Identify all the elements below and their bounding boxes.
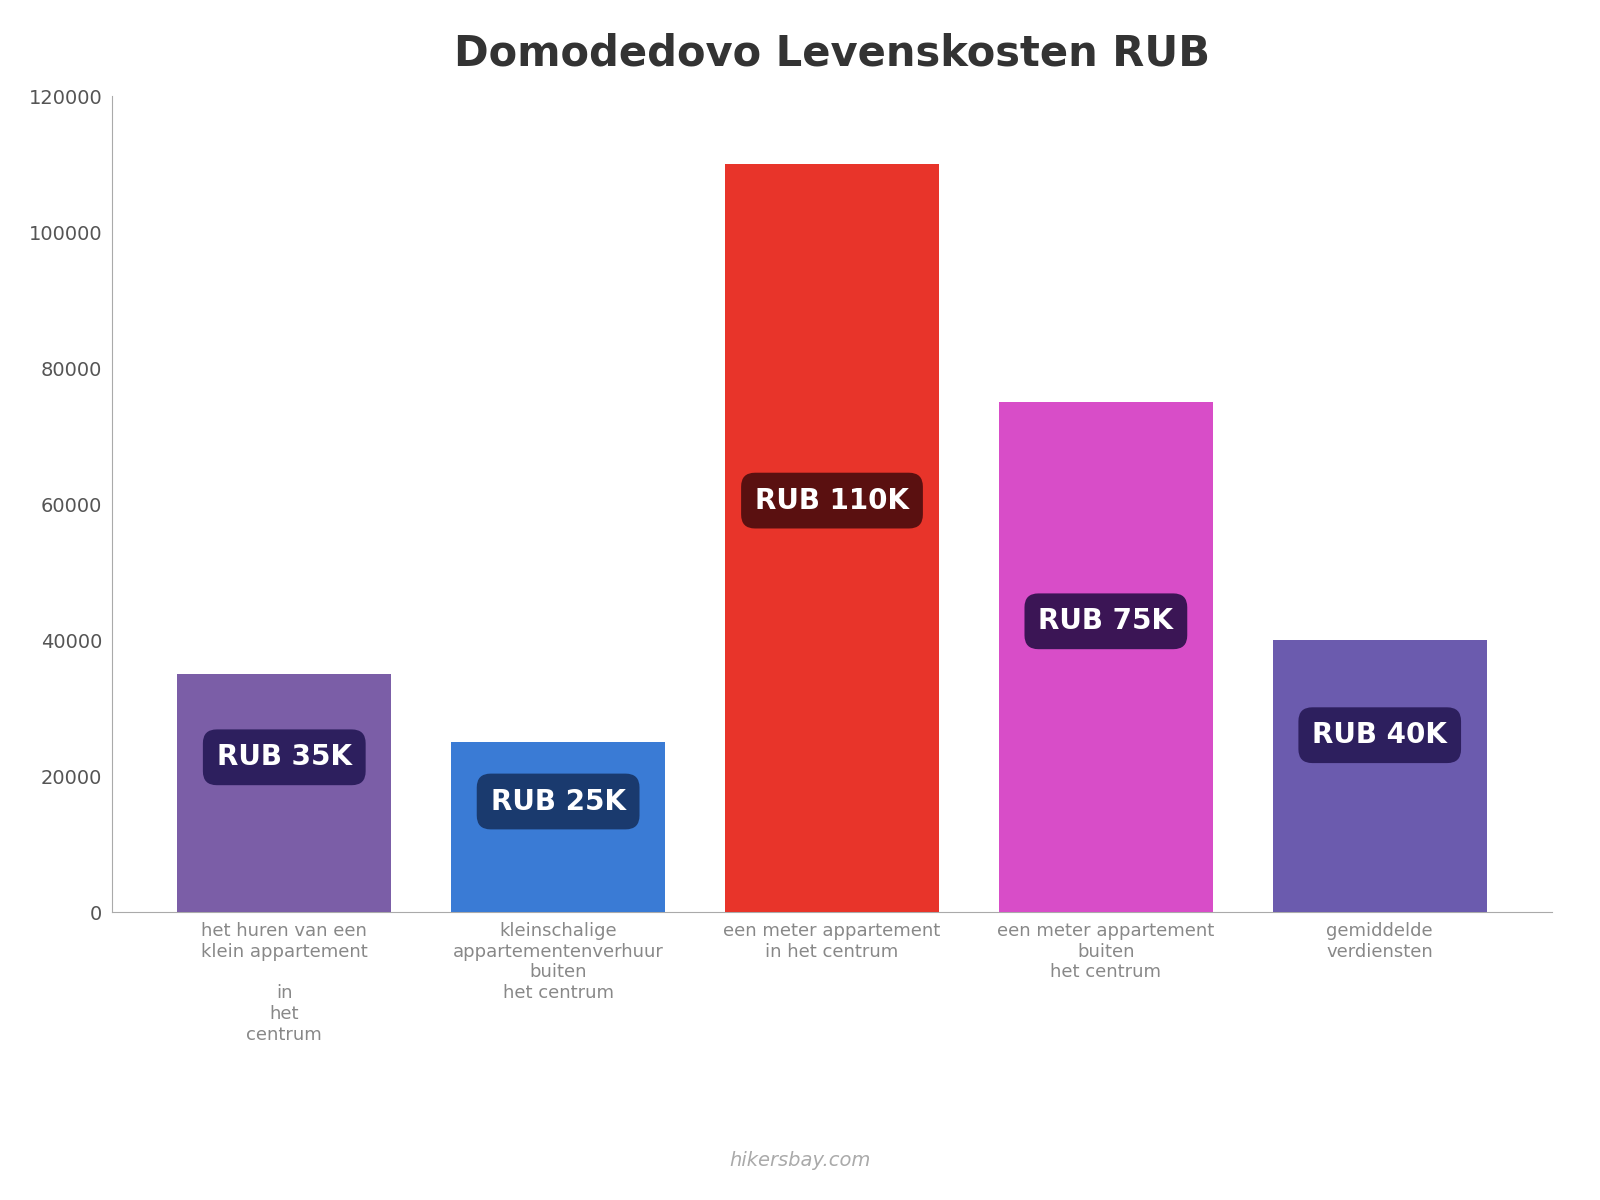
Text: RUB 75K: RUB 75K [1038, 607, 1173, 635]
Title: Domodedovo Levenskosten RUB: Domodedovo Levenskosten RUB [454, 32, 1210, 74]
Bar [998, 402, 1213, 912]
Text: hikersbay.com: hikersbay.com [730, 1151, 870, 1170]
Bar [451, 742, 666, 912]
Text: RUB 25K: RUB 25K [491, 787, 626, 816]
Text: RUB 40K: RUB 40K [1312, 721, 1446, 749]
Bar [725, 164, 939, 912]
Text: RUB 35K: RUB 35K [216, 743, 352, 772]
Bar [1274, 640, 1486, 912]
Text: RUB 110K: RUB 110K [755, 486, 909, 515]
Bar [178, 674, 390, 912]
